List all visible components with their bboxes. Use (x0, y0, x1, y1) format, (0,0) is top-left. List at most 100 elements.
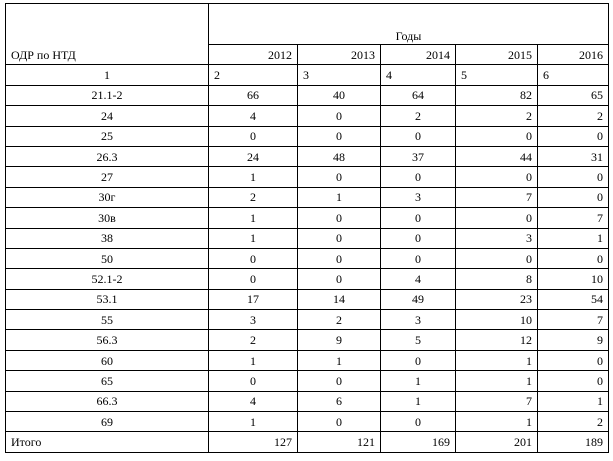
data-row: 66.3 4 6 1 7 1 (5, 390, 609, 413)
total-value: 189 (537, 431, 609, 453)
data-row: 69 1 0 0 1 2 (5, 411, 609, 433)
cell-value: 3 (208, 309, 298, 331)
cell-value: 0 (455, 125, 538, 147)
cell-value: 3 (455, 227, 538, 249)
cell-value: 0 (455, 247, 538, 270)
group-header: Годы (208, 3, 609, 45)
data-row: 38 1 0 0 3 1 (5, 227, 609, 249)
cell-value: 0 (380, 227, 456, 249)
total-value: 121 (297, 431, 381, 453)
row-label: 21.1-2 (5, 84, 209, 107)
cell-value: 0 (297, 411, 381, 433)
row-label: 27 (5, 166, 209, 188)
cell-value: 0 (380, 166, 456, 188)
cell-value: 0 (380, 247, 456, 270)
cell-value: 4 (380, 268, 456, 290)
cell-value: 0 (537, 247, 609, 270)
data-row: 53.1 17 14 49 23 54 (5, 288, 609, 311)
year-header: 2015 (455, 43, 538, 66)
cell-value: 7 (455, 186, 538, 209)
cell-value: 24 (208, 145, 298, 168)
cell-value: 0 (297, 227, 381, 249)
cell-value: 17 (208, 288, 298, 311)
cell-value: 0 (455, 166, 538, 188)
cell-value: 1 (537, 390, 609, 413)
cell-value: 37 (380, 145, 456, 168)
cell-value: 2 (380, 105, 456, 127)
row-header: ОДР по НТД (5, 2, 209, 66)
row-label: 24 (5, 105, 209, 127)
cell-value: 0 (537, 370, 609, 392)
cell-value: 7 (537, 207, 609, 229)
row-label: 26.3 (5, 145, 209, 168)
cell-value: 1 (380, 370, 456, 392)
cell-value: 1 (208, 166, 298, 188)
cell-value: 1 (208, 227, 298, 249)
total-row: Итого 127 121 169 201 189 (5, 431, 609, 453)
cell-value: 8 (455, 268, 538, 290)
cell-value: 3 (380, 309, 456, 331)
cell-value: 0 (380, 125, 456, 147)
cell-value: 2 (208, 186, 298, 209)
row-label: 55 (5, 309, 209, 331)
row-label: 25 (5, 125, 209, 147)
cell-value: 40 (297, 84, 381, 107)
cell-value: 0 (297, 166, 381, 188)
data-row: 26.3 24 48 37 44 31 (5, 145, 609, 168)
total-value: 201 (455, 431, 538, 453)
column-number: 5 (455, 64, 538, 86)
row-label: 69 (5, 411, 209, 433)
year-header: 2012 (208, 43, 298, 66)
cell-value: 0 (297, 268, 381, 290)
cell-value: 1 (208, 349, 298, 372)
year-header: 2013 (297, 43, 381, 66)
cell-value: 1 (455, 370, 538, 392)
cell-value: 0 (537, 349, 609, 372)
cell-value: 0 (537, 125, 609, 147)
column-number: 2 (208, 64, 298, 86)
data-row: 50 0 0 0 0 0 (5, 247, 609, 270)
cell-value: 10 (455, 309, 538, 331)
cell-value: 0 (208, 125, 298, 147)
data-row: 21.1-2 66 40 64 82 65 (5, 84, 609, 107)
cell-value: 1 (455, 349, 538, 372)
data-row: 52.1-2 0 0 4 8 10 (5, 268, 609, 290)
cell-value: 9 (297, 329, 381, 351)
cell-value: 49 (380, 288, 456, 311)
data-row: 24 4 0 2 2 2 (5, 105, 609, 127)
cell-value: 14 (297, 288, 381, 311)
cell-value: 1 (208, 411, 298, 433)
cell-value: 6 (297, 390, 381, 413)
cell-value: 44 (455, 145, 538, 168)
cell-value: 3 (380, 186, 456, 209)
cell-value: 48 (297, 145, 381, 168)
row-label: 50 (5, 247, 209, 270)
row-label: 60 (5, 349, 209, 372)
cell-value: 1 (297, 349, 381, 372)
cell-value: 0 (208, 247, 298, 270)
cell-value: 0 (455, 207, 538, 229)
data-row: 25 0 0 0 0 0 (5, 125, 609, 147)
header-row: ОДР по НТД Годы (5, 2, 609, 66)
column-number: 6 (537, 64, 609, 86)
cell-value: 2 (455, 105, 538, 127)
cell-value: 64 (380, 84, 456, 107)
row-label: 38 (5, 227, 209, 249)
cell-value: 0 (208, 268, 298, 290)
cell-value: 1 (455, 411, 538, 433)
cell-value: 2 (537, 105, 609, 127)
cell-value: 2 (537, 411, 609, 433)
row-label: 30г (5, 186, 209, 209)
cell-value: 4 (208, 390, 298, 413)
cell-value: 7 (455, 390, 538, 413)
cell-value: 0 (380, 349, 456, 372)
cell-value: 2 (297, 309, 381, 331)
cell-value: 9 (537, 329, 609, 351)
cell-value: 1 (380, 390, 456, 413)
row-label: 65 (5, 370, 209, 392)
cell-value: 5 (380, 329, 456, 351)
data-row: 30в 1 0 0 0 7 (5, 207, 609, 229)
